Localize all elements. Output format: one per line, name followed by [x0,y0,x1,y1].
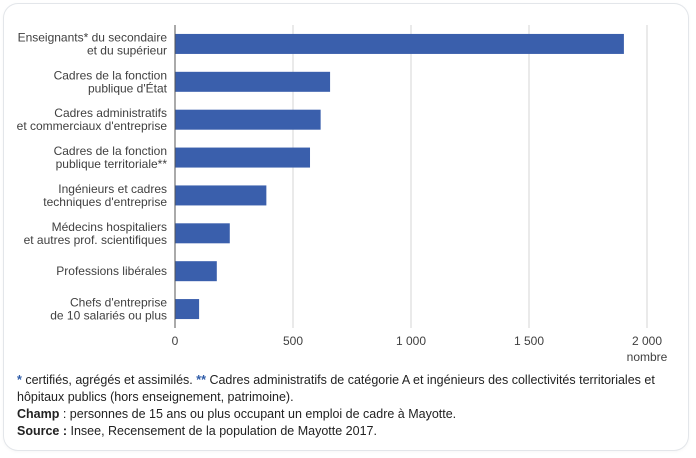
bar-7 [175,299,200,320]
category-label-5: Médecins hospitaliers et autres prof. sci… [24,220,167,247]
bars [175,33,624,320]
category-label-line: et commerciaux d'entreprise [17,119,168,133]
category-labels: Enseignants* du secondaire et du supérieu… [17,30,168,322]
category-label-line: et du supérieur [87,43,167,57]
footnote-2-text: Cadres administratifs de catégorie A et … [17,373,655,404]
bar-2 [175,109,321,130]
bar-0 [175,33,624,54]
chart-notes: * certifiés, agrégés et assimilés. ** Ca… [17,372,677,440]
footnote-definitions: * certifiés, agrégés et assimilés. ** Ca… [17,372,677,406]
category-label-0: Enseignants* du secondaire et du supérieu… [18,30,168,57]
category-label-line: et autres prof. scientifiques [24,233,167,247]
category-label-line: Cadres de la fonction [54,144,167,158]
category-label-line: Professions libérales [56,264,167,278]
bar-1 [175,71,331,92]
category-label-line: Chefs d'entreprise [70,296,167,310]
x-tick-label-3: 1 500 [514,334,544,348]
bar-3 [175,147,311,168]
footnote-marker-1: * [17,373,22,387]
category-label-line: techniques d'entreprise [43,195,167,209]
category-label-2: Cadres administratifs et commerciaux d'en… [17,106,168,133]
footnote-1-text: certifiés, agrégés et assimilés. [21,373,197,387]
category-label-line: de 10 salariés ou plus [50,309,167,323]
champ-note: Champ : personnes de 15 ans ou plus occu… [17,406,677,423]
source-label: Source : [17,424,68,438]
x-tick-label-4: 2 000 [632,334,662,348]
category-label-line: Enseignants* du secondaire [18,30,168,44]
x-tick-label-0: 0 [172,334,179,348]
category-label-line: publique territoriale** [56,157,168,171]
category-label-1: Cadres de la fonction publique d'État [54,68,168,95]
category-label-3: Cadres de la fonction publique territoria… [54,144,168,171]
source-text: Insee, Recensement de la population de M… [67,424,377,438]
bar-chart: Enseignants* du secondaire et du supérieu… [17,25,668,364]
category-label-line: Ingénieurs et cadres [58,182,167,196]
bar-4 [175,185,267,206]
source-note: Source : Insee, Recensement de la popula… [17,423,677,440]
x-tick-labels: 0 500 1 000 1 500 2 000 [172,334,663,348]
category-label-line: publique d'État [88,80,168,95]
x-tick-label-1: 500 [283,334,303,348]
champ-label: Champ [17,407,60,421]
x-axis-label: nombre [627,350,668,364]
category-label-line: Cadres administratifs [54,106,167,120]
category-label-line: Médecins hospitaliers [52,220,167,234]
category-label-6: Professions libérales [56,264,167,278]
category-label-line: Cadres de la fonction [54,68,167,82]
chart-card [4,4,688,450]
category-label-4: Ingénieurs et cadres techniques d'entrepr… [43,182,167,209]
bar-5 [175,223,230,244]
grid-lines [174,25,648,328]
x-tick-label-2: 1 000 [396,334,426,348]
footnote-marker-2: ** [196,373,206,387]
category-label-7: Chefs d'entreprise de 10 salariés ou plus [50,296,167,323]
bar-6 [175,261,217,282]
champ-text: : personnes de 15 ans ou plus occupant u… [59,407,457,421]
